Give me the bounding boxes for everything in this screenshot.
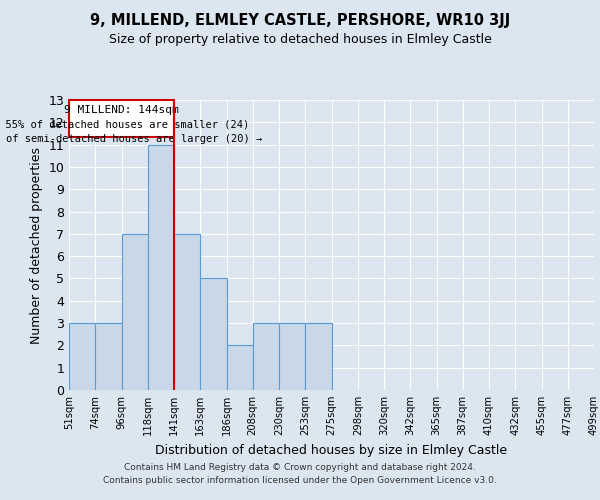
Bar (148, 144, 174, 390)
Bar (95, 323, 121, 390)
Bar (69, 323, 95, 390)
Bar (279, 323, 305, 390)
Text: 9, MILLEND, ELMLEY CASTLE, PERSHORE, WR10 3JJ: 9, MILLEND, ELMLEY CASTLE, PERSHORE, WR1… (90, 12, 510, 28)
Bar (174, 234, 200, 390)
Text: Contains HM Land Registry data © Crown copyright and database right 2024.: Contains HM Land Registry data © Crown c… (124, 462, 476, 471)
Text: 9 MILLEND: 144sqm: 9 MILLEND: 144sqm (64, 105, 179, 115)
Text: Size of property relative to detached houses in Elmley Castle: Size of property relative to detached ho… (109, 32, 491, 46)
Text: 45% of semi-detached houses are larger (20) →: 45% of semi-detached houses are larger (… (0, 134, 262, 144)
Text: ← 55% of detached houses are smaller (24): ← 55% of detached houses are smaller (24… (0, 120, 250, 130)
Text: Contains public sector information licensed under the Open Government Licence v3: Contains public sector information licen… (103, 476, 497, 485)
Y-axis label: Number of detached properties: Number of detached properties (30, 146, 43, 344)
Bar (227, 346, 253, 390)
Bar (200, 278, 227, 390)
X-axis label: Distribution of detached houses by size in Elmley Castle: Distribution of detached houses by size … (155, 444, 508, 456)
Bar (305, 323, 331, 390)
Bar (253, 323, 279, 390)
FancyBboxPatch shape (69, 100, 174, 137)
Bar (121, 234, 148, 390)
